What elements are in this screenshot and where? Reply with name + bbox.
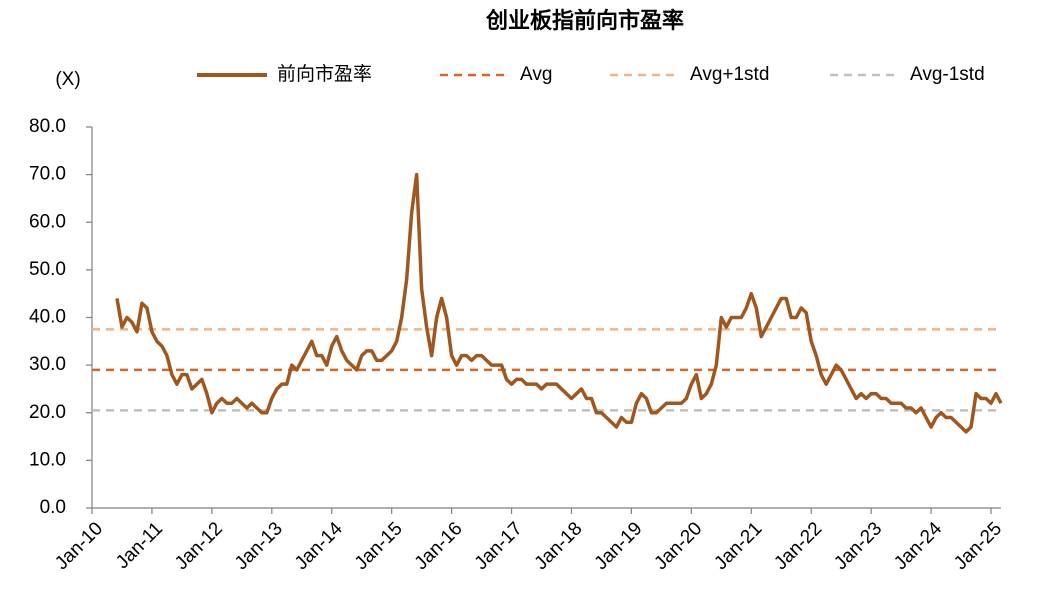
legend-label: 前向市盈率 (277, 63, 372, 85)
x-tick-label: Jan-15 (351, 518, 407, 574)
x-tick-label: Jan-16 (411, 518, 467, 574)
x-tick-label: Jan-19 (591, 518, 647, 574)
chart-title: 创业板指前向市盈率 (485, 8, 684, 33)
series-line (115, 172, 1003, 434)
x-tick-label: Jan-11 (112, 518, 167, 573)
x-tick-label: Jan-10 (51, 518, 107, 574)
y-tick-label: 40.0 (29, 307, 66, 328)
y-tick-label: 80.0 (29, 116, 66, 137)
x-tick-label: Jan-22 (770, 518, 826, 574)
x-tick-label: Jan-23 (830, 518, 886, 574)
y-tick-label: 50.0 (29, 259, 66, 280)
y-tick-label: 30.0 (29, 354, 66, 375)
x-tick-label: Jan-18 (531, 518, 587, 574)
y-tick-label: 60.0 (29, 211, 66, 232)
y-tick-label: 20.0 (29, 402, 66, 423)
x-tick-label: Jan-25 (950, 518, 1006, 574)
y-tick-label: 10.0 (29, 449, 66, 470)
x-tick-label: Jan-13 (231, 518, 287, 574)
x-tick-label: Jan-17 (471, 518, 527, 574)
x-tick-label: Jan-12 (171, 518, 227, 574)
legend-label: Avg-1std (910, 64, 985, 85)
legend-label: Avg (520, 64, 552, 85)
y-unit-label: (X) (55, 69, 80, 90)
y-tick-label: 70.0 (29, 164, 66, 185)
x-tick-label: Jan-14 (291, 518, 347, 574)
x-tick-label: Jan-21 (710, 518, 766, 574)
y-tick-label: 0.0 (40, 497, 66, 518)
x-tick-label: Jan-20 (650, 518, 706, 574)
legend-label: Avg+1std (690, 64, 769, 85)
x-tick-label: Jan-24 (890, 518, 946, 574)
